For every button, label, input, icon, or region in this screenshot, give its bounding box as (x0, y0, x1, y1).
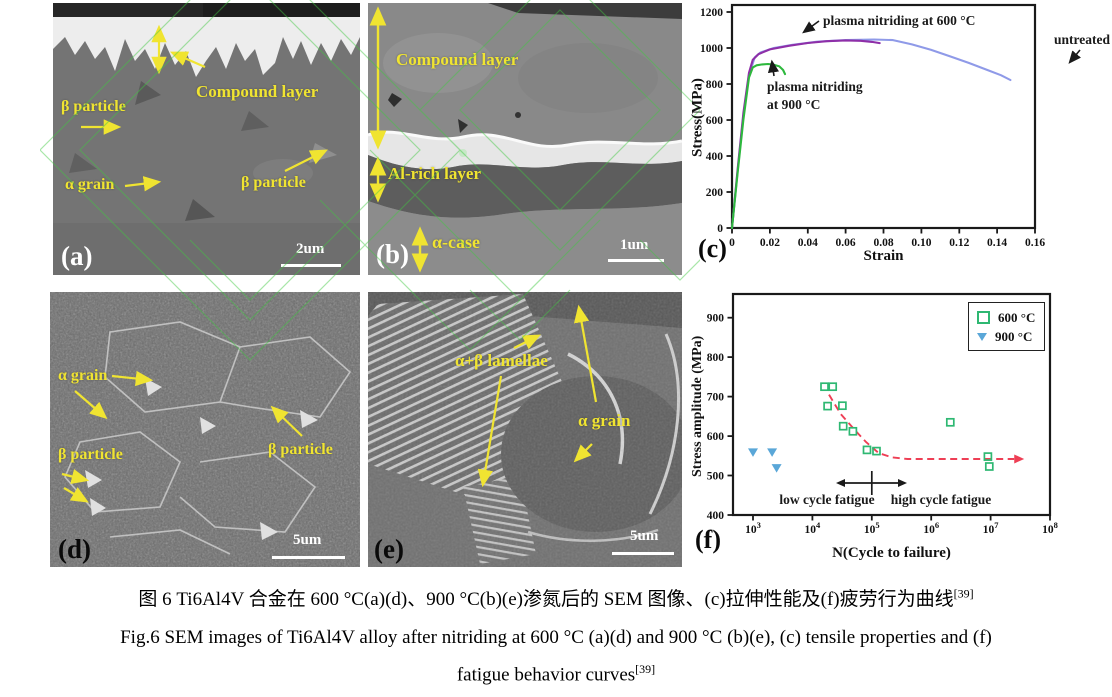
svg-text:0.10: 0.10 (911, 237, 931, 249)
sem-image-e (368, 292, 682, 567)
svg-text:0.16: 0.16 (1025, 237, 1045, 249)
sem-panel-e: α+β lamellae α grain (e) 5um (368, 292, 682, 567)
label-alpha-grain-d: α grain (58, 367, 108, 384)
scalebar-label-d: 5um (293, 532, 322, 548)
legend-entry-600: 600 °C (977, 308, 1035, 327)
svg-text:800: 800 (706, 79, 724, 91)
fatigue-chart: 103 104 105 106 107 108 400 500 600 700 800 900 Str… (690, 285, 1112, 577)
tensile-y-axis-label: Stress(MPa) (689, 78, 706, 158)
sem-panel-b: Compound layer Al-rich layer α-case (b) … (368, 3, 682, 275)
fatigue-x-axis-label: N(Cycle to failure) (832, 545, 951, 561)
sem-panel-a: Compound layer β particle α grain β part… (53, 3, 360, 275)
svg-text:700: 700 (707, 392, 725, 404)
legend-marker-900-triangle (977, 332, 987, 341)
annotation-high-cycle-fatigue: high cycle fatigue (890, 492, 992, 507)
label-alpha-grain-a: α grain (65, 176, 115, 193)
svg-text:107: 107 (983, 520, 1000, 536)
caption-en2-text: fatigue behavior curves (456, 664, 636, 686)
svg-text:0.02: 0.02 (760, 237, 780, 249)
svg-text:400: 400 (706, 151, 724, 163)
label-al-rich-layer-b: Al-rich layer (388, 164, 481, 183)
label-beta-particle-right-a: β particle (241, 174, 306, 191)
annotation-900c-line2: at 900 °C (767, 96, 821, 112)
svg-text:0.14: 0.14 (987, 237, 1007, 249)
panel-letter-e: (e) (374, 534, 404, 564)
svg-text:900: 900 (707, 313, 725, 325)
svg-text:0.04: 0.04 (798, 237, 818, 249)
label-alpha-grain-e: α grain (578, 411, 631, 430)
svg-text:0.06: 0.06 (836, 237, 856, 249)
caption-zh: 图 6 Ti6Al4V 合金在 600 °C(a)(d)、900 °C(b)(e… (0, 584, 1112, 611)
scalebar-d (272, 556, 345, 559)
svg-text:200: 200 (706, 187, 724, 199)
svg-text:0: 0 (717, 223, 723, 235)
label-alpha-case-b: α-case (432, 232, 481, 252)
label-lamellae-e: α+β lamellae (455, 351, 548, 370)
svg-text:103: 103 (745, 520, 761, 536)
annotation-900c-line1: plasma nitriding (767, 79, 863, 94)
label-beta-particle-left-a: β particle (61, 98, 126, 115)
svg-text:108: 108 (1042, 520, 1058, 536)
svg-text:600: 600 (706, 115, 724, 127)
svg-text:104: 104 (805, 520, 822, 536)
svg-text:0: 0 (729, 237, 735, 249)
fatigue-plot: 103 104 105 106 107 108 400 500 600 700 800 900 (707, 292, 1058, 536)
panel-letter-a: (a) (61, 241, 93, 271)
tensile-chart: 0 0.02 0.04 0.06 0.08 0.10 0.12 0.14 0.16 0 200 400… (690, 0, 1112, 270)
caption-zh-text: 图 6 Ti6Al4V 合金在 600 °C(a)(d)、900 °C(b)(e… (138, 589, 954, 610)
annotation-untreated: untreated (1054, 32, 1110, 47)
svg-text:800: 800 (707, 352, 725, 364)
svg-text:600: 600 (707, 431, 725, 443)
scalebar-a (281, 264, 341, 267)
annotation-900c: plasma nitriding at 900 °C (767, 78, 863, 113)
fatigue-y-axis-label: Stress amplitude (MPa) (690, 335, 705, 477)
svg-text:0.12: 0.12 (949, 237, 969, 249)
fatigue-legend: 600 °C 900 °C (968, 302, 1046, 351)
tensile-x-axis-label: Strain (863, 248, 904, 264)
caption-en-ref: [39] (635, 662, 656, 676)
label-beta-particle-right-d: β particle (268, 441, 333, 458)
svg-text:400: 400 (707, 510, 725, 522)
panel-letter-d: (d) (58, 534, 91, 564)
scalebar-label-e: 5um (630, 528, 659, 544)
sem-panel-d: α grain β particle β particle (d) 5um (50, 292, 360, 567)
annotation-low-cycle-fatigue: low cycle fatigue (779, 492, 875, 507)
caption-en-line1: Fig.6 SEM images of Ti6Al4V alloy after … (120, 627, 992, 648)
scalebar-b (608, 259, 664, 262)
caption-zh-ref: [39] (953, 586, 974, 601)
svg-text:105: 105 (864, 520, 880, 536)
label-compound-layer-b: Compound layer (396, 50, 519, 69)
legend-marker-600-square (977, 311, 990, 324)
svg-text:500: 500 (707, 471, 725, 483)
panel-letter-f: (f) (695, 525, 721, 554)
panel-letter-c: (c) (698, 234, 727, 263)
label-beta-particle-left-d: β particle (58, 446, 123, 463)
sem-image-b (368, 3, 682, 275)
label-compound-layer-a: Compound layer (196, 82, 319, 101)
legend-entry-900: 900 °C (977, 327, 1035, 346)
caption-en-line2: fatigue behavior curves[39] (0, 662, 1112, 686)
scalebar-label-b: 1um (620, 237, 649, 253)
legend-label-600: 600 °C (998, 309, 1036, 325)
scalebar-label-a: 2um (296, 241, 325, 257)
svg-text:106: 106 (923, 520, 939, 536)
svg-text:1000: 1000 (700, 43, 723, 55)
panel-letter-b: (b) (376, 239, 409, 269)
svg-text:0.08: 0.08 (873, 237, 893, 249)
annotation-600c: plasma nitriding at 600 °C (823, 13, 976, 28)
scalebar-e (612, 552, 674, 555)
sem-image-a (53, 3, 360, 275)
legend-label-900: 900 °C (995, 328, 1033, 344)
tensile-plot: 0 0.02 0.04 0.06 0.08 0.10 0.12 0.14 0.16 0 200 400… (700, 3, 1045, 249)
svg-text:1200: 1200 (700, 7, 723, 19)
sem-image-d (50, 292, 360, 567)
